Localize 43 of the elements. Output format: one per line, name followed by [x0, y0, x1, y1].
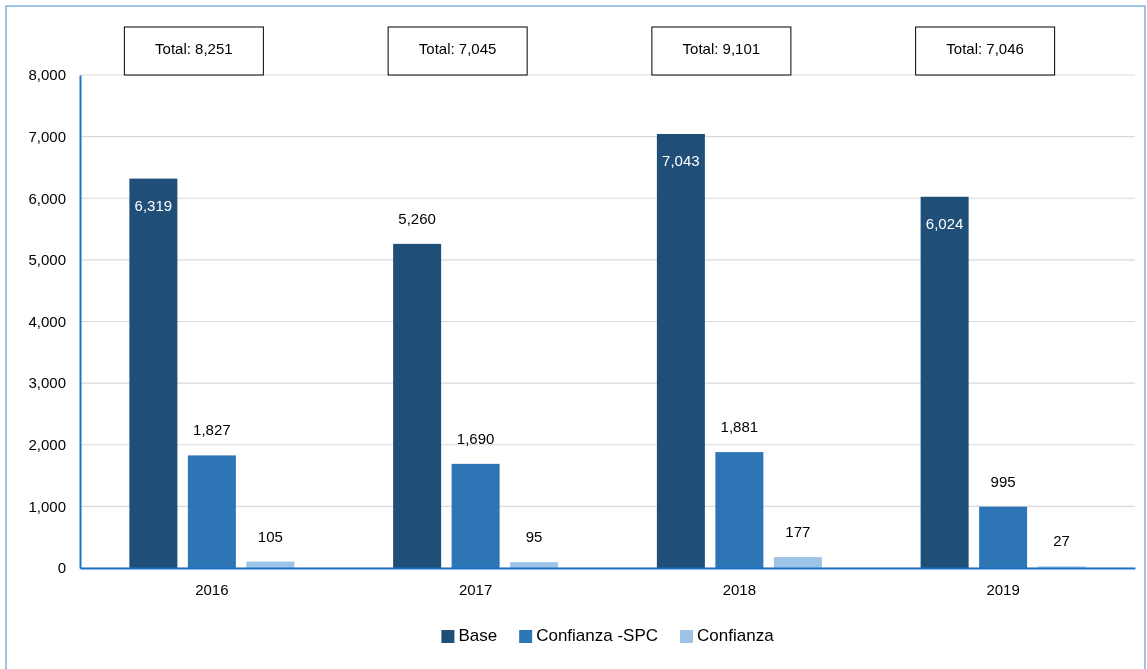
data-label: 105	[257, 527, 283, 545]
y-tick-label: 0	[57, 559, 66, 577]
data-label: 177	[785, 523, 811, 541]
data-label: 6,024	[925, 214, 964, 232]
bar	[510, 562, 559, 568]
data-label: 95	[525, 528, 543, 546]
bar	[656, 133, 705, 568]
text: Total: 9,101	[682, 40, 761, 57]
bar	[246, 561, 295, 568]
bar	[979, 506, 1028, 568]
legend-label: Confianza -SPC	[536, 626, 659, 645]
legend-label: Confianza	[697, 626, 775, 645]
data-label: 7,043	[662, 151, 700, 169]
data-label: 27	[1053, 532, 1070, 550]
legend-label: Base	[458, 626, 498, 645]
y-tick-label: 1,000	[28, 497, 66, 515]
bar	[187, 455, 236, 568]
data-label: 995	[990, 472, 1016, 490]
x-tick-label: 2017	[458, 580, 493, 598]
bar	[773, 557, 822, 568]
bar	[393, 243, 442, 568]
x-tick-label: 2019	[986, 580, 1020, 598]
bar	[451, 463, 500, 568]
y-tick-label: 2,000	[28, 436, 66, 454]
y-tick-label: 4,000	[28, 312, 66, 330]
y-tick-label: 8,000	[28, 66, 66, 84]
text: Total: 8,251	[155, 40, 233, 57]
y-tick-label: 7,000	[28, 127, 66, 145]
data-label: 5,260	[398, 209, 436, 227]
data-label: 1,690	[456, 429, 495, 447]
data-label: 1,881	[720, 418, 759, 436]
data-label: 6,319	[134, 196, 173, 214]
text: Total: 7,046	[946, 40, 1024, 57]
bar	[920, 196, 969, 568]
x-tick-label: 2016	[195, 580, 229, 598]
data-label: 1,827	[193, 421, 231, 439]
bar	[715, 452, 764, 568]
text: Total: 7,045	[418, 40, 497, 57]
y-tick-label: 3,000	[28, 374, 66, 392]
y-tick-label: 5,000	[28, 251, 66, 269]
x-tick-label: 2018	[722, 580, 757, 598]
bar	[129, 178, 178, 568]
y-tick-label: 6,000	[28, 189, 66, 207]
